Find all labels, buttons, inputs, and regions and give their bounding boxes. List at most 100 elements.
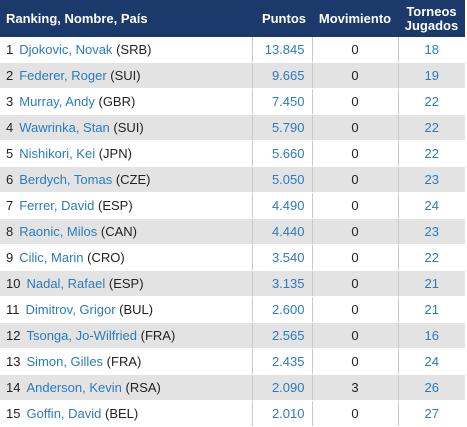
points-cell: 3.540 <box>252 244 313 271</box>
player-name-link[interactable]: Ferrer, David <box>19 198 95 213</box>
table-row: 12 Tsonga, Jo-Wilfried (FRA) 2.565 0 16 <box>0 322 465 349</box>
tournaments-played-cell[interactable]: 19 <box>398 62 465 89</box>
ranking-name-cell: 12 Tsonga, Jo-Wilfried (FRA) <box>0 322 253 349</box>
points-cell: 4.440 <box>252 218 313 245</box>
player-name-link[interactable]: Simon, Gilles <box>26 354 104 369</box>
rank-number: 5 <box>6 146 14 161</box>
tournaments-played-cell[interactable]: 22 <box>398 244 465 271</box>
ranking-name-cell: 14 Anderson, Kevin (RSA) <box>0 374 253 401</box>
tournaments-played-cell[interactable]: 21 <box>398 270 465 297</box>
table-row: 11 Dimitrov, Grigor (BUL) 2.600 0 21 <box>0 296 465 323</box>
player-name-link[interactable]: Wawrinka, Stan <box>19 120 110 135</box>
movement-cell: 0 <box>312 37 399 63</box>
points-cell: 2.010 <box>252 400 313 427</box>
ranking-name-cell: 5 Nishikori, Kei (JPN) <box>0 140 253 167</box>
points-cell: 13.845 <box>252 37 313 63</box>
table-row: 1 Djokovic, Novak (SRB) 13.845 0 18 <box>0 37 465 63</box>
rank-number: 13 <box>6 354 21 369</box>
player-name-link[interactable]: Federer, Roger <box>19 68 107 83</box>
tournaments-played-cell[interactable]: 24 <box>398 192 465 219</box>
player-country: (FRA) <box>140 328 176 343</box>
header-tournaments-line1: Torneos <box>406 3 457 19</box>
tournaments-played-cell[interactable]: 23 <box>398 218 465 245</box>
ranking-name-cell: 10 Nadal, Rafael (ESP) <box>0 270 253 297</box>
rank-number: 1 <box>6 42 14 57</box>
player-country: (JPN) <box>98 146 132 161</box>
ranking-name-cell: 9 Cilic, Marin (CRO) <box>0 244 253 271</box>
player-name-link[interactable]: Nadal, Rafael <box>26 276 106 291</box>
player-name-link[interactable]: Berdych, Tomas <box>19 172 113 187</box>
points-cell: 4.490 <box>252 192 313 219</box>
player-name-link[interactable]: Dimitrov, Grigor <box>25 302 116 317</box>
movement-cell: 0 <box>312 140 399 167</box>
player-country: (ESP) <box>108 276 144 291</box>
player-country: (CRO) <box>87 250 125 265</box>
points-cell: 5.050 <box>252 166 313 193</box>
header-tournaments-line2: Jugados <box>404 17 459 33</box>
player-name-link[interactable]: Anderson, Kevin <box>26 380 122 395</box>
header-tournaments-played: Torneos Jugados <box>398 0 465 37</box>
movement-cell: 0 <box>312 400 399 427</box>
points-cell: 9.665 <box>252 62 313 89</box>
movement-cell: 3 <box>312 374 399 401</box>
tournaments-played-cell[interactable]: 18 <box>398 37 465 63</box>
tournaments-played-cell[interactable]: 24 <box>398 348 465 375</box>
movement-cell: 0 <box>312 218 399 245</box>
player-country: (CAN) <box>100 224 137 239</box>
tournaments-played-cell[interactable]: 27 <box>398 400 465 427</box>
tournaments-played-cell[interactable]: 21 <box>398 296 465 323</box>
player-country: (FRA) <box>106 354 142 369</box>
ranking-name-cell: 1 Djokovic, Novak (SRB) <box>0 37 253 63</box>
tournaments-played-cell[interactable]: 22 <box>398 88 465 115</box>
table-body: 1 Djokovic, Novak (SRB) 13.845 0 18 2 Federer,… <box>0 37 465 427</box>
player-name-link[interactable]: Cilic, Marin <box>19 250 84 265</box>
ranking-name-cell: 11 Dimitrov, Grigor (BUL) <box>0 296 253 323</box>
movement-cell: 0 <box>312 192 399 219</box>
player-country: (SRB) <box>116 42 152 57</box>
player-name-link[interactable]: Goffin, David <box>26 406 102 421</box>
movement-cell: 0 <box>312 88 399 115</box>
tournaments-played-cell[interactable]: 16 <box>398 322 465 349</box>
movement-cell: 0 <box>312 244 399 271</box>
player-country: (GBR) <box>98 94 136 109</box>
player-name-link[interactable]: Murray, Andy <box>19 94 95 109</box>
rank-number: 6 <box>6 172 14 187</box>
header-movement: Movimiento <box>312 0 398 37</box>
points-cell: 5.660 <box>252 140 313 167</box>
player-name-link[interactable]: Nishikori, Kei <box>19 146 96 161</box>
movement-cell: 0 <box>312 270 399 297</box>
player-country: (BEL) <box>105 406 139 421</box>
player-country: (SUI) <box>113 120 144 135</box>
ranking-name-cell: 15 Goffin, David (BEL) <box>0 400 253 427</box>
table-row: 13 Simon, Gilles (FRA) 2.435 0 24 <box>0 348 465 375</box>
ranking-name-cell: 3 Murray, Andy (GBR) <box>0 88 253 115</box>
tournaments-played-cell[interactable]: 22 <box>398 140 465 167</box>
points-cell: 7.450 <box>252 88 313 115</box>
rank-number: 10 <box>6 276 21 291</box>
tournaments-played-cell[interactable]: 22 <box>398 114 465 141</box>
rank-number: 14 <box>6 380 21 395</box>
table-row: 2 Federer, Roger (SUI) 9.665 0 19 <box>0 62 465 89</box>
player-country: (BUL) <box>119 302 154 317</box>
table-row: 6 Berdych, Tomas (CZE) 5.050 0 23 <box>0 166 465 193</box>
rank-number: 8 <box>6 224 14 239</box>
player-name-link[interactable]: Tsonga, Jo-Wilfried <box>26 328 138 343</box>
ranking-name-cell: 4 Wawrinka, Stan (SUI) <box>0 114 253 141</box>
header-ranking-name-country: Ranking, Nombre, País <box>0 0 252 37</box>
movement-cell: 0 <box>312 62 399 89</box>
table-row: 8 Raonic, Milos (CAN) 4.440 0 23 <box>0 218 465 245</box>
header-row: Ranking, Nombre, País Puntos Movimiento … <box>0 0 465 37</box>
rank-number: 9 <box>6 250 14 265</box>
rank-number: 11 <box>6 302 20 317</box>
table-row: 5 Nishikori, Kei (JPN) 5.660 0 22 <box>0 140 465 167</box>
tournaments-played-cell[interactable]: 26 <box>398 374 465 401</box>
table-row: 15 Goffin, David (BEL) 2.010 0 27 <box>0 400 465 427</box>
player-name-link[interactable]: Djokovic, Novak <box>19 42 113 57</box>
points-cell: 2.600 <box>252 296 313 323</box>
table-row: 4 Wawrinka, Stan (SUI) 5.790 0 22 <box>0 114 465 141</box>
header-points: Puntos <box>252 0 312 37</box>
points-cell: 3.135 <box>252 270 313 297</box>
player-name-link[interactable]: Raonic, Milos <box>19 224 98 239</box>
tournaments-played-cell[interactable]: 23 <box>398 166 465 193</box>
